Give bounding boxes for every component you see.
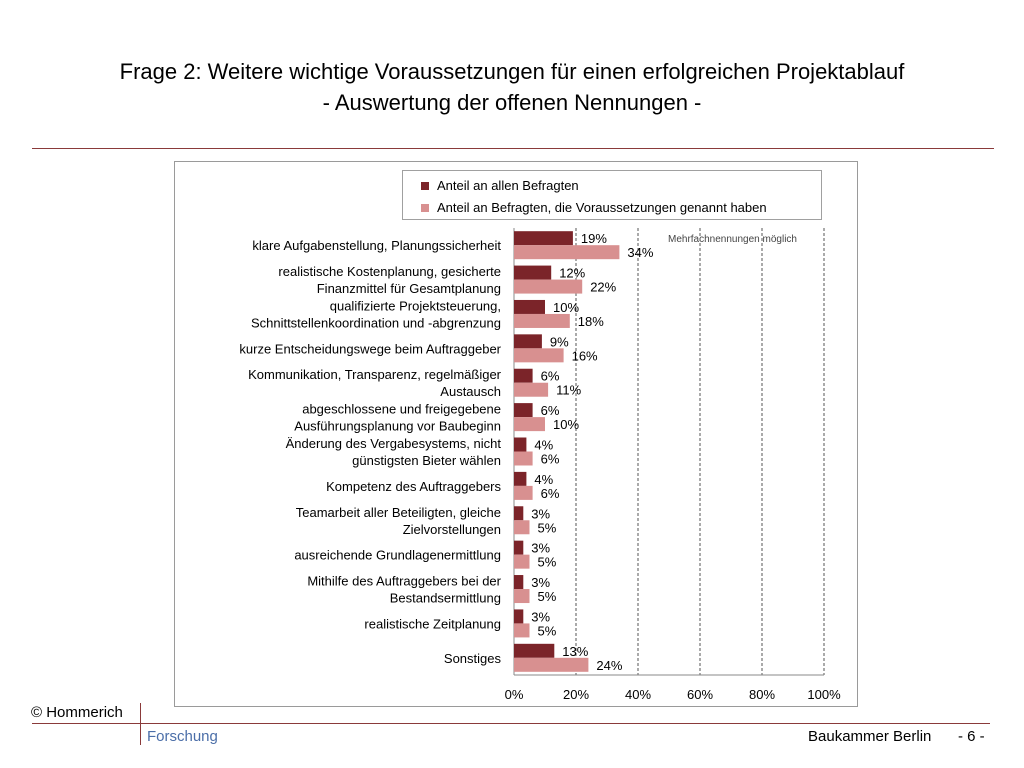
data-label-series1: 4% (534, 438, 553, 453)
data-label-series1: 10% (553, 300, 579, 315)
bar-series1 (514, 506, 524, 521)
x-tick-label: 20% (563, 687, 589, 702)
data-label-series1: 3% (531, 575, 550, 590)
legend-swatch-series2 (421, 203, 429, 212)
bar-series2 (514, 589, 530, 604)
x-tick-label: 0% (505, 687, 524, 702)
bar-series1 (514, 231, 573, 246)
legend-item-series1: Anteil an allen Befragten (421, 178, 579, 193)
x-tick-label: 80% (749, 687, 775, 702)
bar-series1 (514, 575, 524, 590)
category-label: Änderung des Vergabesystems, nicht (286, 436, 502, 451)
category-label: Kompetenz des Auftraggebers (326, 479, 501, 494)
data-label-series1: 3% (531, 506, 550, 521)
data-label-series1: 6% (541, 403, 560, 418)
bar-series2 (514, 348, 564, 363)
category-label: Kommunikation, Transparenz, regelmäßiger (248, 367, 502, 382)
bar-series1 (514, 403, 533, 418)
data-label-series2: 6% (541, 452, 560, 467)
category-label: Mithilfe des Auftraggebers bei der (307, 574, 501, 589)
footer-divider (32, 723, 990, 724)
bar-series2 (514, 382, 549, 397)
data-label-series2: 34% (627, 245, 653, 260)
data-label-series1: 19% (581, 231, 607, 246)
x-tick-label: 100% (807, 687, 841, 702)
data-label-series2: 16% (572, 348, 598, 363)
bar-series1 (514, 643, 555, 658)
category-label: Ausführungsplanung vor Baubeginn (294, 419, 501, 434)
category-label: realistische Zeitplanung (364, 616, 501, 631)
chart-note: Mehrfachnennungen möglich (668, 234, 797, 245)
bar-series1 (514, 299, 545, 314)
legend-item-series2: Anteil an Befragten, die Voraussetzungen… (421, 200, 767, 215)
data-label-series2: 10% (553, 417, 579, 432)
data-label-series2: 5% (538, 623, 557, 638)
x-tick-label: 40% (625, 687, 651, 702)
bar-series2 (514, 279, 583, 294)
data-label-series2: 18% (578, 314, 604, 329)
bar-series1 (514, 609, 524, 624)
bar-series1 (514, 471, 527, 486)
category-label: Austausch (440, 384, 501, 399)
data-label-series2: 5% (538, 555, 557, 570)
data-label-series1: 6% (541, 369, 560, 384)
category-label: Teamarbeit aller Beteiligten, gleiche (296, 505, 501, 520)
data-label-series2: 22% (590, 280, 616, 295)
bar-series2 (514, 451, 533, 466)
category-label: Schnittstellenkoordination und -abgrenzu… (251, 315, 501, 330)
bar-series2 (514, 554, 530, 569)
category-label: günstigsten Bieter wählen (352, 453, 501, 468)
category-label: klare Aufgabenstellung, Planungssicherhe… (252, 238, 501, 253)
bar-series2 (514, 313, 570, 328)
copyright-text: © Hommerich (31, 704, 123, 721)
data-label-series2: 24% (596, 658, 622, 673)
data-label-series2: 5% (538, 589, 557, 604)
data-label-series2: 5% (538, 520, 557, 535)
data-label-series1: 4% (534, 472, 553, 487)
data-label-series1: 12% (559, 266, 585, 281)
data-label-series1: 3% (531, 541, 550, 556)
category-label: realistische Kostenplanung, gesicherte (278, 264, 501, 279)
legend-label-series1: Anteil an allen Befragten (437, 178, 579, 193)
slide-title-line1: Frage 2: Weitere wichtige Voraussetzunge… (119, 59, 905, 84)
bar-series1 (514, 437, 527, 452)
bar-series2 (514, 417, 545, 432)
bar-series2 (514, 520, 530, 535)
data-label-series1: 9% (550, 334, 569, 349)
slide-title-line2: - Auswertung der offenen Nennungen - (322, 90, 702, 115)
bar-series2 (514, 245, 620, 260)
chart-legend: Anteil an allen Befragten Anteil an Befr… (402, 170, 822, 220)
bar-series1 (514, 334, 542, 349)
data-label-series1: 13% (562, 644, 588, 659)
category-label: qualifizierte Projektsteuerung, (330, 298, 501, 313)
bar-series1 (514, 540, 524, 555)
category-label: Bestandsermittlung (390, 591, 501, 606)
bar-series2 (514, 623, 530, 638)
bar-series2 (514, 657, 589, 672)
footer-organization: Baukammer Berlin (808, 728, 932, 745)
category-label: kurze Entscheidungswege beim Auftraggebe… (239, 341, 501, 356)
title-divider (32, 148, 994, 149)
category-label: abgeschlossene und freigegebene (302, 402, 501, 417)
data-label-series2: 11% (556, 383, 581, 398)
footer-subtitle: Forschung (147, 728, 218, 745)
x-tick-label: 60% (687, 687, 713, 702)
data-label-series1: 3% (531, 609, 550, 624)
category-label: Sonstiges (444, 651, 502, 666)
category-label: Zielvorstellungen (403, 522, 501, 537)
footer-vertical-rule (140, 703, 141, 745)
bar-series2 (514, 485, 533, 500)
footer-page-number: - 6 - (958, 728, 985, 745)
bar-series1 (514, 265, 552, 280)
bar-series1 (514, 368, 533, 383)
category-label: Finanzmittel für Gesamtplanung (317, 281, 501, 296)
category-label: ausreichende Grundlagenermittlung (294, 548, 501, 563)
legend-label-series2: Anteil an Befragten, die Voraussetzungen… (437, 200, 767, 215)
legend-swatch-series1 (421, 181, 429, 190)
data-label-series2: 6% (541, 486, 560, 501)
